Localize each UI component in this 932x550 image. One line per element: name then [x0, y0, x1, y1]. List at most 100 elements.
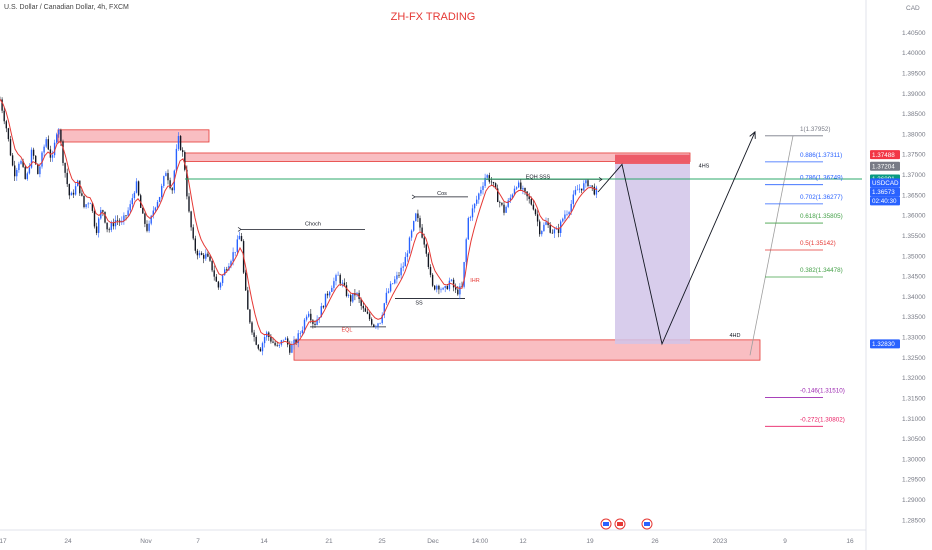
candle-body — [595, 187, 598, 195]
candle-body — [345, 285, 348, 296]
candle-body — [337, 274, 339, 276]
candle-body — [255, 336, 257, 345]
candle-body — [347, 295, 350, 296]
candle-body — [457, 289, 459, 295]
candle-body — [62, 141, 64, 163]
candle-body — [26, 173, 28, 180]
candle-body — [314, 323, 316, 325]
candle-body — [427, 253, 430, 267]
candle-body — [129, 204, 131, 211]
candle-body — [593, 186, 595, 195]
candle-body — [520, 182, 522, 190]
candle-body — [490, 181, 493, 183]
annotations-layer: Choch Cos EQH SSS SS EQL IHR 4HS 4HD — [237, 164, 741, 339]
fib-level-label: 0.382(1.34478) — [800, 267, 843, 274]
event-icons — [600, 518, 653, 530]
candle-body — [293, 340, 295, 346]
candle-body — [316, 319, 318, 325]
candle-body — [455, 287, 457, 290]
candle-body — [501, 202, 503, 205]
candle-body — [459, 286, 461, 295]
y-tick-label: 1.32500 — [902, 355, 926, 362]
candle-body — [289, 344, 291, 353]
candle-body — [553, 229, 556, 234]
candle-body — [219, 283, 222, 288]
candle-body — [581, 188, 583, 191]
candle-body — [211, 260, 213, 271]
price-axis-bg — [866, 0, 932, 550]
y-tick-label: 1.33000 — [902, 335, 926, 342]
fib-level-label: 0.786(1.36749) — [800, 175, 843, 182]
annotation-label: Cos — [437, 191, 447, 197]
candle-body — [45, 139, 47, 147]
candle-body — [480, 190, 482, 194]
candle-body — [263, 337, 266, 344]
candle-body — [534, 209, 537, 215]
candle-body — [123, 215, 125, 221]
y-tick-label: 1.39000 — [902, 91, 926, 98]
candle-body — [133, 192, 136, 199]
candle-body — [423, 237, 425, 245]
candle-body — [16, 170, 18, 177]
candle-body — [335, 275, 337, 282]
supply-demand-zone — [293, 339, 761, 361]
candle-body — [436, 285, 438, 290]
y-tick-label: 1.35000 — [902, 253, 926, 260]
candle-body — [333, 281, 335, 288]
candle-body — [85, 204, 87, 208]
candle-body — [169, 180, 171, 189]
candle-body — [190, 211, 192, 228]
y-tick-label: 1.29000 — [902, 497, 926, 504]
annotation-label: 4HS — [699, 164, 710, 170]
candle-body — [148, 223, 150, 231]
y-tick-label: 1.38000 — [902, 131, 926, 138]
candle-body — [450, 279, 453, 281]
candle-body — [14, 165, 16, 177]
candle-body — [448, 280, 451, 290]
candle-body — [200, 253, 203, 255]
candle-body — [396, 275, 398, 280]
candle-body — [400, 267, 402, 276]
candle-body — [530, 199, 532, 205]
y-tick-label: 1.30000 — [902, 456, 926, 463]
candle-body — [425, 244, 427, 254]
candle-body — [18, 163, 20, 171]
candle-body — [70, 192, 73, 196]
candle-body — [308, 313, 310, 317]
y-tick-label: 1.35500 — [902, 233, 926, 240]
candle-body — [184, 152, 186, 170]
price-axis: CAD 1.40500 1.40000 1.39500 1.39000 1.38500 1.… — [865, 0, 932, 550]
annotation-label: IHR — [470, 278, 480, 284]
candle-body — [509, 197, 511, 201]
candle-body — [203, 254, 205, 259]
symbol-title: U.S. Dollar / Canadian Dollar, 4h, FXCM — [4, 4, 129, 11]
candle-body — [116, 219, 119, 221]
annotation-label: EQL — [341, 328, 352, 334]
candle-body — [324, 293, 327, 308]
candle-body — [114, 219, 117, 227]
candle-body — [310, 313, 312, 321]
candle-body — [177, 136, 180, 149]
candle-body — [167, 173, 169, 181]
candle-body — [175, 148, 178, 171]
candle-body — [150, 215, 152, 224]
price-badge-label: 1.36573 — [872, 189, 895, 196]
candle-body — [442, 288, 444, 290]
candle-body — [95, 226, 98, 233]
y-tick-label: 1.34000 — [902, 294, 926, 301]
candle-body — [564, 214, 566, 219]
candle-body — [431, 274, 434, 286]
candle-body — [366, 311, 369, 314]
price-badge-label: 1.37488 — [872, 152, 895, 159]
candle-body — [364, 308, 367, 312]
candle-body — [247, 290, 249, 310]
candle-body — [146, 223, 148, 231]
price-badge — [870, 178, 900, 188]
fib-layer: 1(1.37952) 0.886(1.37311) 0.786(1.36749) 0.… — [765, 126, 845, 427]
y-tick-label: 1.36000 — [902, 213, 926, 220]
candle-body — [253, 332, 255, 337]
candle-body — [585, 180, 587, 184]
x-tick-label: 24 — [64, 538, 72, 545]
candle-body — [419, 218, 421, 228]
